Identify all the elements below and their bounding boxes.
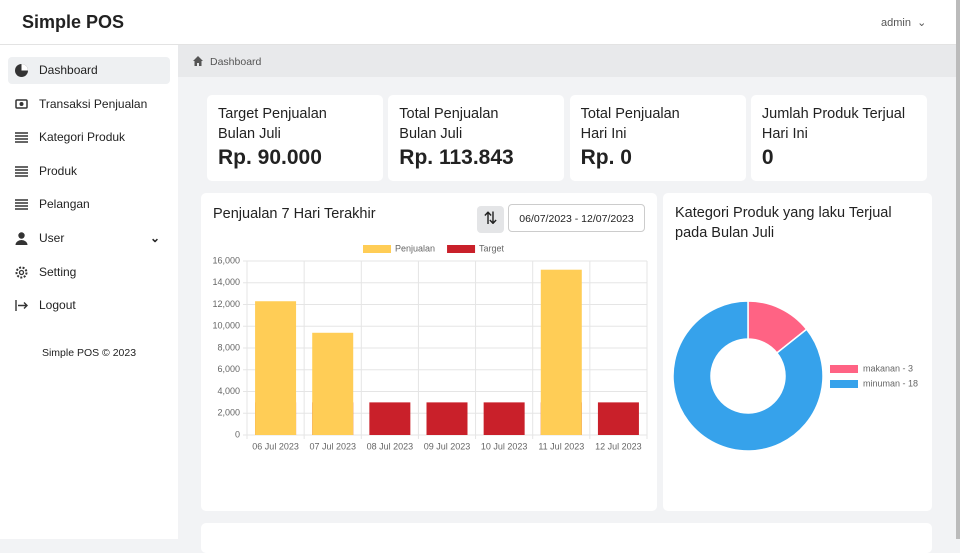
stat-value: Rp. 113.843 — [399, 146, 514, 169]
stat-label: Jumlah Produk Terjual Hari Ini — [762, 105, 927, 144]
nav-icon — [15, 300, 28, 312]
stat-label: Total Penjualan Bulan Juli — [399, 105, 564, 144]
y-tick-label: 6,000 — [217, 364, 240, 374]
nav-label[interactable]: Pelangan — [39, 197, 90, 212]
nav-icon — [15, 166, 28, 177]
y-tick-label: 10,000 — [212, 321, 240, 331]
sort-button[interactable]: ⇅ — [477, 206, 504, 233]
doughnut-chart: makanan - 3 minuman - 18 — [672, 300, 918, 452]
brand[interactable]: Simple POS — [22, 12, 125, 32]
legend-label: minuman - 18 — [863, 378, 918, 388]
stat-label: Target Penjualan Bulan Juli — [218, 105, 383, 144]
stat-value: Rp. 0 — [580, 146, 632, 169]
user-menu[interactable]: admin ⌄ — [881, 17, 927, 29]
pie-card: Kategori Produk yang laku Terjual pada B… — [663, 193, 932, 511]
nav-item[interactable]: User ⌄ — [8, 225, 170, 252]
bar — [483, 402, 525, 435]
x-tick-label: 10 Jul 2023 — [481, 441, 528, 451]
nav-icon — [15, 132, 28, 143]
nav-label[interactable]: Transaksi Penjualan — [39, 96, 148, 111]
nav-label[interactable]: User — [39, 231, 65, 245]
y-tick-label: 14,000 — [212, 277, 240, 287]
home-icon — [193, 56, 203, 66]
stat-card: Total Penjualan Bulan Juli Rp. 113.843 — [388, 95, 565, 181]
stat-value: 0 — [761, 146, 774, 169]
legend-swatch — [363, 245, 391, 253]
y-tick-label: 16,000 — [212, 255, 240, 265]
stat-label-line: Bulan Juli — [399, 125, 463, 142]
bar-card: Penjualan 7 Hari Terakhir ⇅ 06/07/2023 -… — [201, 193, 657, 511]
chart-title: Penjualan 7 Hari Terakhir — [213, 206, 376, 222]
nav-icon — [15, 232, 28, 245]
bar — [426, 402, 468, 435]
nav-item[interactable]: Transaksi Penjualan — [8, 91, 170, 118]
stat-label-line: Hari Ini — [580, 125, 627, 142]
nav-item[interactable]: Logout — [8, 292, 170, 319]
doughnut-slice — [672, 300, 824, 452]
bar-chart: 0 2,000 4,000 6,000 8,000 10,000 12,000 14,000 1… — [212, 243, 648, 451]
nav-label[interactable]: Logout — [39, 298, 76, 313]
legend-swatch — [830, 380, 858, 388]
x-tick-label: 06 Jul 2023 — [252, 441, 299, 451]
legend-swatch — [447, 245, 476, 253]
y-tick-label: 12,000 — [212, 299, 240, 309]
legend-label: makanan - 3 — [863, 363, 913, 373]
bar — [255, 301, 297, 435]
y-tick-label: 0 — [235, 429, 240, 439]
nav-item[interactable]: Produk — [8, 158, 170, 185]
stat-label-line: Total Penjualan — [580, 106, 680, 122]
stat-label-line: Jumlah Produk Terjual — [761, 106, 906, 122]
date-range-input[interactable]: 06/07/2023 - 12/07/2023 — [508, 204, 645, 232]
nav-icon — [15, 64, 28, 77]
stat-label: Total Penjualan Hari Ini — [581, 105, 746, 144]
stat-label-line: Total Penjualan — [399, 106, 499, 122]
bar — [597, 402, 639, 435]
navbar: Simple POS admin ⌄ — [0, 0, 956, 45]
sidebar: Simple POS © 2023 Dashboard Transaksi Pen… — [0, 45, 178, 539]
nav-icon — [15, 98, 28, 109]
breadcrumb[interactable]: Dashboard — [210, 56, 262, 68]
x-tick-label: 08 Jul 2023 — [367, 441, 414, 451]
nav-icon — [15, 199, 28, 211]
stat-value: Rp. 90.000 — [218, 146, 322, 169]
nav-label[interactable]: Setting — [39, 264, 77, 279]
stat-card: Total Penjualan Hari Ini Rp. 0 — [569, 95, 746, 181]
nav-item[interactable]: Setting — [8, 259, 170, 286]
stat-label-line: Bulan Juli — [218, 125, 281, 142]
bar — [540, 269, 582, 435]
breadcrumb-bar: Dashboard — [178, 45, 956, 77]
stat-card: Jumlah Produk Terjual Hari Ini 0 — [750, 95, 927, 181]
legend-label: Penjualan — [395, 243, 435, 253]
y-tick-label: 4,000 — [217, 386, 240, 396]
sidebar-footer: Simple POS © 2023 — [41, 347, 137, 359]
nav-item[interactable]: Kategori Produk — [8, 124, 170, 151]
x-tick-label: 11 Jul 2023 — [538, 441, 584, 451]
nav-item[interactable]: Pelangan — [8, 191, 170, 218]
bar — [369, 402, 411, 435]
nav-label[interactable]: Kategori Produk — [39, 130, 126, 145]
chart-title: Kategori Produk yang laku Terjual pada B… — [675, 205, 892, 241]
nav-item[interactable]: Dashboard — [8, 57, 170, 84]
nav-icon — [15, 266, 28, 279]
user-name[interactable]: admin — [881, 17, 911, 29]
x-tick-label: 12 Jul 2023 — [595, 441, 642, 451]
x-tick-label: 07 Jul 2023 — [309, 441, 356, 451]
stat-card: Target Penjualan Bulan Juli Rp. 90.000 — [207, 95, 383, 181]
nav-label[interactable]: Produk — [39, 163, 78, 178]
legend-swatch — [830, 365, 858, 373]
stat-label-line: Hari Ini — [761, 125, 808, 142]
nav-label[interactable]: Dashboard — [39, 63, 98, 77]
scrollbar — [956, 0, 960, 539]
next-card — [201, 523, 932, 553]
stat-label-line: Target Penjualan — [218, 106, 327, 122]
x-tick-label: 09 Jul 2023 — [424, 441, 471, 451]
y-tick-label: 2,000 — [217, 408, 240, 418]
y-tick-label: 8,000 — [217, 342, 240, 352]
chevron: ⌄ — [149, 231, 160, 245]
legend-label: Target — [479, 243, 505, 253]
bar — [312, 332, 354, 435]
